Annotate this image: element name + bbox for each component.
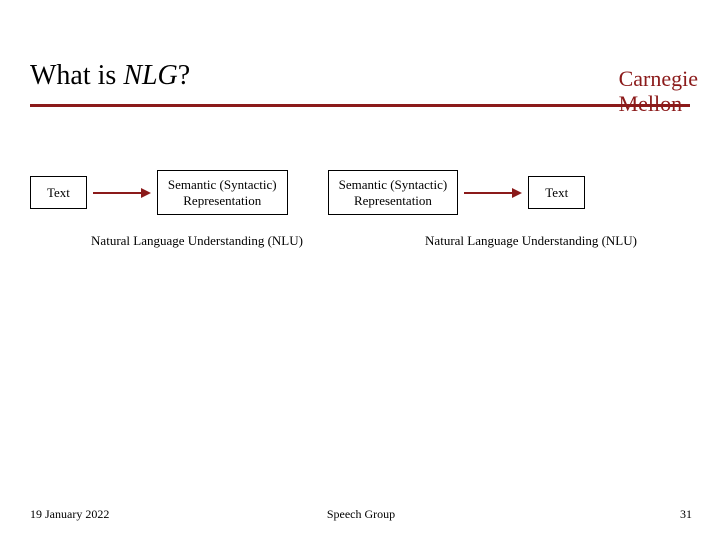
right-arrow-line	[464, 192, 512, 194]
logo-line2: Mellon	[619, 91, 698, 116]
left-box-text-label: Text	[47, 185, 70, 200]
diagram-row: Text Semantic (Syntactic) Representation…	[30, 170, 698, 215]
left-box-text: Text	[30, 176, 87, 210]
left-caption: Natural Language Understanding (NLU)	[30, 233, 364, 249]
title-area: What is NLG?	[30, 60, 690, 107]
title-italic: NLG	[123, 60, 177, 91]
left-arrow-line	[93, 192, 141, 194]
right-box-text-label: Text	[545, 185, 568, 200]
left-arrow	[93, 188, 151, 198]
left-box-semantic: Semantic (Syntactic) Representation	[157, 170, 288, 215]
left-box-semantic-l2: Representation	[168, 193, 277, 209]
right-box-semantic-l1: Semantic (Syntactic)	[339, 177, 448, 193]
right-arrow	[464, 188, 522, 198]
left-caption-wrap: Natural Language Understanding (NLU)	[30, 223, 364, 249]
nlg-diagram: Text Semantic (Syntactic) Representation…	[30, 170, 698, 249]
slide-footer: 19 January 2022 Speech Group 31	[30, 507, 692, 522]
title-underline	[30, 104, 690, 107]
footer-center: Speech Group	[327, 507, 395, 522]
right-box-semantic: Semantic (Syntactic) Representation	[328, 170, 459, 215]
logo-line1: Carnegie	[619, 66, 698, 91]
slide-title: What is NLG?	[30, 60, 690, 92]
left-arrow-head	[141, 188, 151, 198]
footer-page: 31	[680, 507, 692, 522]
caption-row: Natural Language Understanding (NLU) Nat…	[30, 223, 698, 249]
right-box-text: Text	[528, 176, 585, 210]
right-arrow-head	[512, 188, 522, 198]
right-caption: Natural Language Understanding (NLU)	[364, 233, 698, 249]
title-suffix: ?	[178, 60, 190, 91]
carnegie-mellon-logo: Carnegie Mellon	[619, 66, 698, 117]
left-box-semantic-l1: Semantic (Syntactic)	[168, 177, 277, 193]
title-prefix: What is	[30, 60, 123, 91]
footer-date: 19 January 2022	[30, 507, 109, 522]
right-box-semantic-l2: Representation	[339, 193, 448, 209]
right-caption-wrap: Natural Language Understanding (NLU)	[364, 223, 698, 249]
